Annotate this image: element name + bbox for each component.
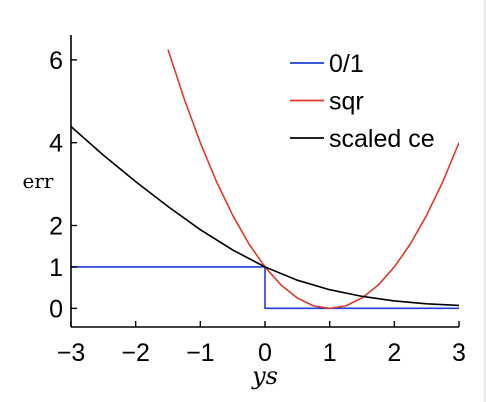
x-tick-label: −2 [121,339,150,367]
legend-label: scaled ce [329,125,435,153]
x-tick-label: 1 [323,339,337,367]
x-tick-label: 2 [387,339,401,367]
legend-label: sqr [329,88,364,116]
series-line-scaled-ce [71,125,459,307]
y-tick-label: 0 [49,295,63,323]
x-axis-label: ys [251,362,278,390]
series-line-sqr [167,49,459,310]
legend-label: 0/1 [329,50,364,78]
y-tick-label: 1 [49,254,63,282]
y-axis-label: err [23,169,54,193]
axes: −3 −2 −1 0 1 2 3 0 1 2 4 6 [49,35,466,367]
x-tick-label: 0 [258,339,272,367]
x-tick-label: −3 [57,339,86,367]
x-tick-label: −1 [186,339,215,367]
series-layer [71,49,459,310]
x-tick-label: 3 [452,339,466,367]
y-tick-label: 2 [49,213,63,241]
legend: 0/1 sqr scaled ce [290,50,435,153]
window-edge [483,0,486,402]
series-line-0-1 [71,266,459,310]
y-tick-label: 4 [49,130,63,158]
y-tick-label: 6 [49,47,63,75]
